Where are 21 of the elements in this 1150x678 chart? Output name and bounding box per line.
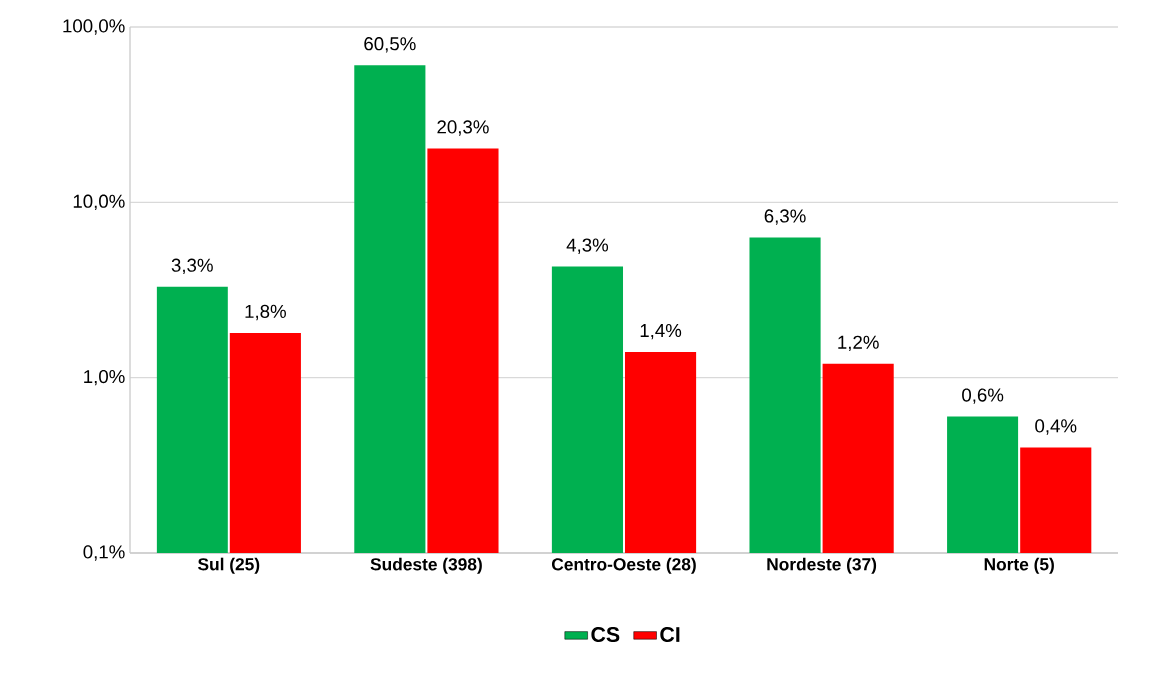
data-label: 6,3% [764,209,806,225]
y-tick-label: 100,0% [63,19,125,35]
legend-label: CS [591,626,620,643]
x-tick-label: Centro-Oeste (28) [551,557,696,574]
data-label: 4,3% [566,238,609,254]
y-tick-label: 10,0% [73,194,125,211]
x-tick-label: Nordeste (37) [767,557,877,574]
data-label: 1,4% [640,323,682,340]
data-label: 3,3% [171,258,213,275]
legend-label: CI [660,626,680,643]
x-tick-label: Sudeste (398) [370,557,482,574]
data-label: 20,3% [437,120,489,136]
data-label: 1,2% [838,335,879,352]
y-tick-label: 1,0% [84,369,125,386]
x-tick-label: Norte (5) [984,557,1054,574]
y-tick-label: 0,1% [83,545,125,561]
data-label: 60,5% [364,37,416,53]
x-tick-label: Sul (25) [198,557,260,574]
data-label: 1,8% [245,304,286,321]
data-label: 0,6% [962,388,1004,404]
data-label: 0,4% [1035,419,1077,435]
